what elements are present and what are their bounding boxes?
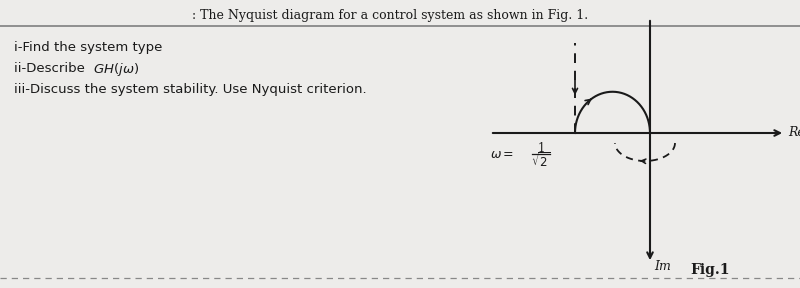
Text: i-Find the system type: i-Find the system type [14,41,162,54]
Text: Re: Re [788,126,800,139]
Text: 1: 1 [538,141,545,154]
Text: Im: Im [654,261,671,274]
Text: $\omega =$: $\omega =$ [490,147,514,160]
Text: ii-Describe: ii-Describe [14,62,89,75]
Text: $GH(j\omega)$: $GH(j\omega)$ [93,60,139,77]
Text: Fig.1: Fig.1 [690,263,730,277]
Text: : The Nyquist diagram for a control system as shown in Fig. 1.: : The Nyquist diagram for a control syst… [192,10,588,22]
Text: $\sqrt{2}$: $\sqrt{2}$ [531,151,550,170]
Text: iii-Discuss the system stability. Use Nyquist criterion.: iii-Discuss the system stability. Use Ny… [14,84,366,96]
